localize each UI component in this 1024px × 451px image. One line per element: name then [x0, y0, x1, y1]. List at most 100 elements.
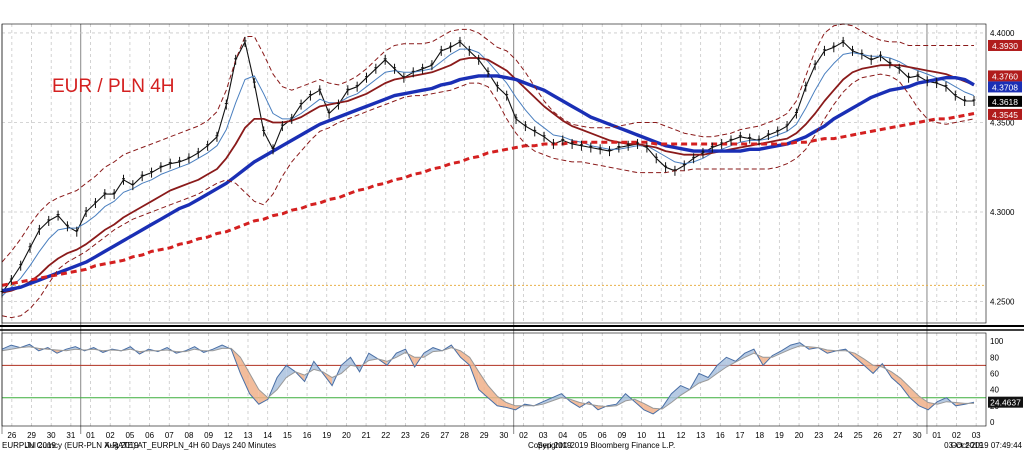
- x-month-label: Oct 2019: [951, 441, 984, 450]
- series-line-band_lower: [1, 73, 975, 319]
- x-tick-label: 22: [381, 431, 390, 440]
- oscillator-fill: [414, 353, 424, 367]
- y-tick-label: 4.3000: [990, 208, 1015, 217]
- x-tick-label: 02: [952, 431, 961, 440]
- osc-y-tick-label: 100: [990, 337, 1004, 346]
- oscillator-fill: [506, 402, 516, 410]
- last-value-badge: [988, 95, 1022, 107]
- oscillator-fill: [781, 345, 791, 354]
- x-tick-label: 06: [145, 431, 154, 440]
- oscillator-fill: [552, 393, 562, 401]
- oscillator-fill: [790, 342, 800, 350]
- oscillator-fill: [863, 358, 874, 374]
- oscillator-fill: [680, 385, 690, 396]
- oscillator-fill: [277, 365, 287, 390]
- x-tick-label: 12: [224, 431, 233, 440]
- x-tick-label: 01: [932, 431, 941, 440]
- x-tick-label: 31: [66, 431, 75, 440]
- oscillator-fill: [488, 385, 498, 406]
- series-line-ma_mid: [1, 57, 975, 294]
- oscillator-fill: [460, 350, 470, 366]
- x-tick-label: 06: [598, 431, 607, 440]
- x-tick-label: 01: [86, 431, 95, 440]
- x-tick-label: 13: [244, 431, 253, 440]
- oscillator-fill: [744, 349, 754, 358]
- x-tick-label: 27: [893, 431, 902, 440]
- x-tick-label: 30: [47, 431, 56, 440]
- x-tick-label: 09: [617, 431, 626, 440]
- oscillator-fill: [286, 365, 296, 378]
- x-tick-label: 26: [7, 431, 16, 440]
- last-value-text: 4.3708: [992, 82, 1018, 92]
- osc-y-tick-label: 80: [990, 353, 999, 362]
- x-tick-label: 07: [165, 431, 174, 440]
- x-tick-label: 19: [322, 431, 331, 440]
- x-tick-label: 13: [696, 431, 705, 440]
- x-tick-label: 18: [755, 431, 764, 440]
- oscillator-series-layer: [1, 342, 975, 415]
- x-tick-label: 20: [342, 431, 351, 440]
- x-tick-label: 19: [775, 431, 784, 440]
- oscillator-fill: [543, 397, 553, 405]
- x-tick-label: 30: [499, 431, 508, 440]
- x-tick-label: 20: [795, 431, 804, 440]
- x-tick-label: 09: [204, 431, 213, 440]
- x-tick-label: 21: [362, 431, 371, 440]
- oscillator-fill: [726, 357, 736, 367]
- x-month-label: Aug 2019: [104, 441, 139, 450]
- footer-timestamp: 03-Oct-2019 07:49:44: [944, 441, 1022, 450]
- x-tick-label: 23: [814, 431, 823, 440]
- x-tick-label: 02: [519, 431, 528, 440]
- last-value-text: 4.3760: [992, 71, 1018, 81]
- osc-last-value-text: 24.4637: [990, 398, 1021, 408]
- series-line-band_upper: [1, 23, 974, 263]
- oscillator-fill: [249, 373, 259, 405]
- oscillator-fill: [341, 357, 351, 374]
- main-series-layer: [0, 23, 976, 319]
- oscillator-fill: [900, 378, 910, 398]
- oscillator-fill: [451, 345, 461, 358]
- x-tick-label: 24: [834, 431, 843, 440]
- x-tick-label: 12: [677, 431, 686, 440]
- oscillator-fill: [937, 397, 947, 405]
- oscillator-fill: [240, 357, 250, 394]
- oscillator-fill: [497, 396, 507, 408]
- last-value-text: 4.3545: [992, 110, 1018, 120]
- x-tick-label: 30: [913, 431, 922, 440]
- oscillator-fill: [423, 347, 433, 358]
- x-tick-label: 14: [263, 431, 272, 440]
- oscillator-fill: [396, 349, 406, 358]
- x-tick-label: 10: [637, 431, 646, 440]
- x-tick-label: 05: [578, 431, 587, 440]
- x-tick-label: 15: [283, 431, 292, 440]
- x-tick-label: 23: [401, 431, 410, 440]
- x-tick-label: 08: [185, 431, 194, 440]
- x-tick-label: 25: [854, 431, 863, 440]
- last-value-badge: [988, 39, 1022, 51]
- osc-last-value-badge: [988, 396, 1023, 408]
- osc-y-tick-label: 40: [990, 386, 999, 395]
- x-tick-label: 02: [106, 431, 115, 440]
- x-tick-label: 04: [558, 431, 567, 440]
- oscillator-fill: [753, 349, 764, 366]
- oscillator-fill: [643, 403, 654, 414]
- oscillator-fill: [717, 357, 727, 374]
- last-value-badge: [988, 81, 1022, 93]
- oscillator-fill: [469, 357, 479, 390]
- oscillator-line-osc_fast: [1, 342, 975, 415]
- oscillator-line-osc_slow: [1, 345, 974, 410]
- x-month-label: Jul 2019: [26, 441, 57, 450]
- y-tick-label: 4.3500: [990, 118, 1015, 127]
- x-tick-label: 27: [440, 431, 449, 440]
- y-tick-label: 4.4000: [990, 29, 1015, 38]
- series-line-ma_long: [1, 112, 975, 287]
- x-tick-label: 16: [303, 431, 312, 440]
- x-tick-label: 03: [972, 431, 981, 440]
- x-tick-label: 26: [873, 431, 882, 440]
- series-line-ma_slow: [1, 74, 975, 293]
- chart-title: EUR / PLN 4H: [52, 76, 174, 97]
- oscillator-fill: [570, 399, 580, 408]
- x-tick-label: 28: [460, 431, 469, 440]
